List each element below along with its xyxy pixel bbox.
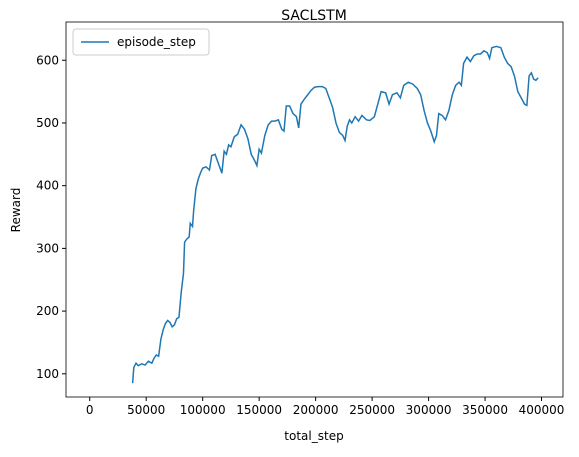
x-tick-label: 100000 bbox=[180, 403, 226, 417]
legend-label: episode_step bbox=[117, 35, 196, 49]
x-tick-label: 150000 bbox=[236, 403, 282, 417]
y-tick-label: 500 bbox=[36, 116, 59, 130]
x-tick-label: 0 bbox=[86, 403, 94, 417]
y-axis-label: Reward bbox=[9, 188, 23, 233]
y-tick-label: 300 bbox=[36, 241, 59, 255]
y-tick-label: 100 bbox=[36, 367, 59, 381]
y-tick-label: 200 bbox=[36, 304, 59, 318]
y-tick-label: 600 bbox=[36, 53, 59, 67]
x-tick-label: 300000 bbox=[406, 403, 452, 417]
plot-frame bbox=[65, 21, 564, 398]
x-tick-label: 200000 bbox=[293, 403, 339, 417]
legend-box bbox=[72, 28, 210, 56]
y-tick-label: 400 bbox=[36, 179, 59, 193]
x-axis-label: total_step bbox=[284, 429, 343, 443]
x-tick-label: 400000 bbox=[519, 403, 565, 417]
x-tick-label: 50000 bbox=[127, 403, 165, 417]
line bbox=[131, 45, 539, 384]
x-tick-label: 350000 bbox=[462, 403, 508, 417]
chart-title: SACLSTM bbox=[281, 8, 347, 24]
x-tick-label: 250000 bbox=[349, 403, 395, 417]
